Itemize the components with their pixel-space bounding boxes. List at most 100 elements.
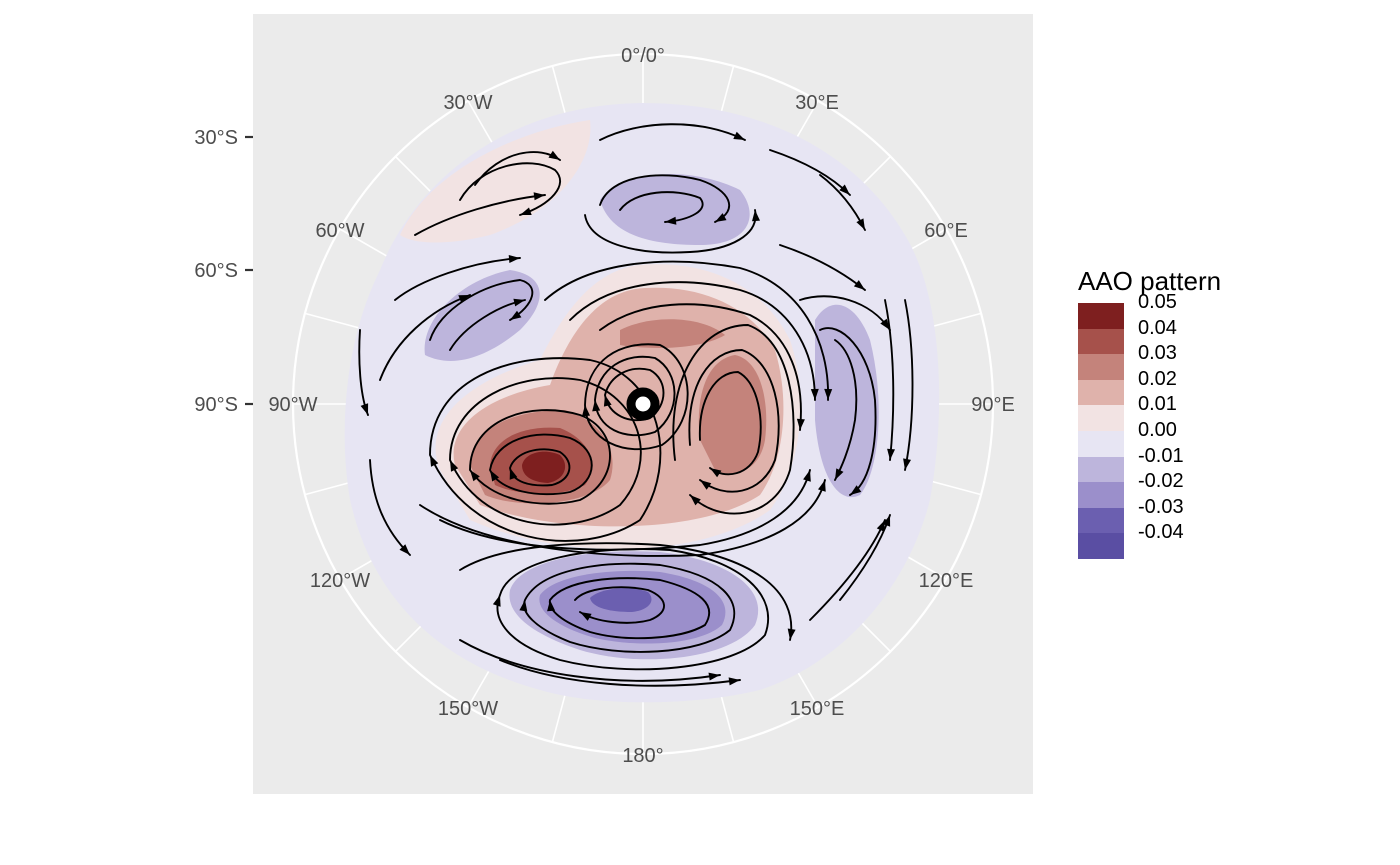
- streamline-arrowhead: [470, 470, 480, 482]
- streamline-arrowhead: [490, 470, 500, 482]
- streamline: [414, 194, 546, 236]
- streamline-arrowhead: [458, 295, 470, 303]
- legend-entry: -0.04: [1078, 521, 1221, 559]
- legend: AAO pattern 0.05 0.04 0.03 0.02 0.01 0.00 -0.0…: [1078, 266, 1221, 559]
- positive-anomaly-peak: [522, 451, 566, 483]
- streamline: [599, 303, 802, 431]
- streamline-arrowhead: [508, 255, 520, 263]
- longitude-label-90e: 90°E: [971, 394, 1015, 416]
- positive-anomaly-level-003-east: [698, 355, 767, 474]
- longitude-labels: 0°/0° 30°E 60°E 90°E 120°E 150°E 180° 15…: [268, 45, 1014, 767]
- longitude-label-0: 0°/0°: [621, 45, 665, 67]
- streamline-arrowhead: [824, 388, 833, 400]
- legend-entry: 0.01: [1078, 393, 1221, 431]
- streamline-arrowhead: [492, 595, 501, 607]
- legend-swatch: [1078, 303, 1124, 329]
- streamline-arrowhead: [903, 458, 911, 470]
- streamline: [904, 299, 914, 471]
- legend-entry: -0.03: [1078, 496, 1221, 534]
- legend-swatch: [1078, 482, 1124, 508]
- streamline: [599, 174, 731, 223]
- negative-anomaly-northwest: [424, 270, 540, 361]
- legend-entry: 0.03: [1078, 342, 1221, 380]
- positive-anomaly-level-003-north: [620, 319, 725, 348]
- longitude-label-120w: 120°W: [310, 570, 370, 592]
- streamline-arrowhead: [835, 468, 844, 480]
- streamline: [569, 281, 816, 401]
- legend-swatch: [1078, 507, 1124, 534]
- streamline: [459, 162, 561, 216]
- streamline-arrowhead: [520, 207, 532, 215]
- longitude-label-150e: 150°E: [790, 698, 845, 720]
- latitude-label-60s: 60°S: [194, 260, 238, 282]
- streamline-arrows: [360, 131, 911, 686]
- streamline: [688, 349, 780, 493]
- legend-label: -0.04: [1138, 521, 1184, 544]
- legend-label: 0.01: [1138, 393, 1177, 416]
- streamline-arrowhead: [603, 395, 612, 407]
- streamline-arrowhead: [818, 480, 826, 492]
- streamline: [549, 577, 711, 640]
- streamline: [672, 324, 795, 515]
- streamline-arrowhead: [733, 131, 745, 140]
- streamline: [439, 469, 811, 551]
- streamline: [819, 327, 877, 496]
- streamline: [499, 659, 741, 687]
- legend-entry: -0.01: [1078, 445, 1221, 483]
- streamline-arrowhead: [715, 213, 727, 222]
- streamline: [604, 367, 665, 422]
- streamline-arrowhead: [580, 612, 592, 621]
- streamline-arrowhead: [708, 672, 720, 681]
- streamline: [574, 586, 665, 624]
- weak-positive-anomaly-northwest: [400, 120, 591, 243]
- streamline-arrowhead: [839, 184, 850, 195]
- streamline: [619, 191, 704, 223]
- negative-anomaly-east: [815, 304, 879, 498]
- legend-label: 0.04: [1138, 316, 1177, 339]
- legend-label: 0.02: [1138, 367, 1177, 390]
- legend-label: -0.01: [1138, 444, 1184, 467]
- streamline-arrowhead: [880, 318, 890, 330]
- streamline-arrowhead: [533, 192, 545, 201]
- latitude-axis: 30°S 60°S 90°S: [194, 127, 253, 416]
- streamline: [394, 257, 521, 301]
- longitude-label-90w: 90°W: [268, 394, 317, 416]
- legend-label: -0.02: [1138, 470, 1184, 493]
- longitude-label-120e: 120°E: [919, 570, 974, 592]
- streamline: [369, 459, 411, 556]
- streamline: [544, 260, 829, 401]
- streamline-arrowhead: [710, 468, 722, 478]
- legend-swatch: [1078, 456, 1124, 483]
- streamline-arrowhead: [810, 388, 819, 400]
- legend-colorbar: 0.05 0.04 0.03 0.02 0.01 0.00 -0.01 -0.02 -0.03 -…: [1078, 291, 1221, 559]
- streamline: [379, 294, 471, 381]
- legend-swatch: [1078, 405, 1124, 431]
- streamline-arrowhead: [509, 468, 518, 480]
- streamline: [594, 355, 676, 437]
- streamline: [469, 409, 611, 505]
- legend-entry: -0.02: [1078, 470, 1221, 508]
- longitude-label-180: 180°: [622, 745, 663, 767]
- streamline-arrowhead: [690, 495, 701, 506]
- legend-swatch: [1078, 328, 1124, 355]
- longitude-label-30w: 30°W: [443, 92, 492, 114]
- legend-label: -0.03: [1138, 495, 1184, 518]
- streamline: [584, 209, 757, 254]
- streamline-arrowhead: [430, 455, 439, 467]
- streamline: [449, 377, 642, 526]
- streamline: [496, 548, 770, 671]
- streamline: [834, 339, 858, 481]
- streamline-arrowhead: [752, 210, 760, 222]
- legend-label: 0.00: [1138, 418, 1177, 441]
- streamline: [799, 295, 891, 331]
- legend-label: 0.03: [1138, 342, 1177, 365]
- streamline-arrowhead: [787, 628, 796, 640]
- longitude-label-60w: 60°W: [315, 220, 364, 242]
- streamline-arrowhead: [510, 310, 522, 320]
- longitude-label-60e: 60°E: [924, 220, 968, 242]
- streamline: [509, 448, 571, 487]
- legend-swatch: [1078, 533, 1124, 559]
- longitude-label-30e: 30°E: [795, 92, 839, 114]
- streamline-arrowhead: [803, 470, 811, 482]
- streamline-arrowhead: [856, 218, 865, 230]
